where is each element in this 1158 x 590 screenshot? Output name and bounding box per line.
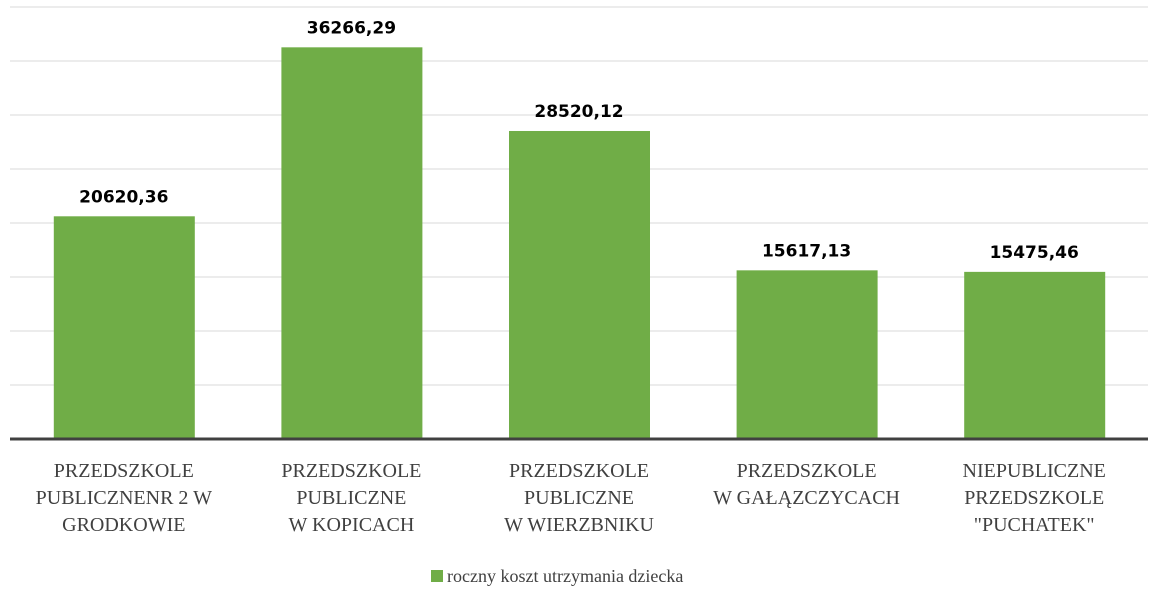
x-tick-label: PRZEDSZKOLE PUBLICZNENR 2 W GRODKOWIE xyxy=(36,460,212,536)
bar xyxy=(281,47,423,439)
x-tick-label-line: PRZEDSZKOLE xyxy=(54,460,194,482)
x-tick-label-line: PRZEDSZKOLE xyxy=(964,487,1104,509)
x-tick-label-line: "PUCHATEK" xyxy=(974,514,1095,536)
x-tick-label-line: PRZEDSZKOLE xyxy=(509,460,649,482)
x-tick-label-line: PUBLICZNE xyxy=(296,487,406,509)
data-label: 36266,29 xyxy=(307,18,396,38)
x-tick-label-line: PUBLICZNE xyxy=(524,487,634,509)
bar xyxy=(53,216,195,439)
x-tick-label-line: GRODKOWIE xyxy=(62,514,185,536)
x-tick-label-line: PUBLICZNENR 2 W xyxy=(36,487,212,509)
legend-label: roczny koszt utrzymania dziecka xyxy=(447,566,683,586)
x-tick-label-line: W GAŁĄZCZYCACH xyxy=(713,487,900,509)
data-label: 15617,13 xyxy=(762,241,851,261)
x-tick-label: PRZEDSZKOLE PUBLICZNE W WIERZBNIKU xyxy=(504,460,654,536)
x-tick-label: PRZEDSZKOLE W GAŁĄZCZYCACH xyxy=(713,460,900,509)
x-tick-label: PRZEDSZKOLE PUBLICZNE W KOPICACH xyxy=(281,460,421,536)
x-tick-label-line: W WIERZBNIKU xyxy=(504,514,654,536)
bar xyxy=(736,270,878,439)
legend-swatch xyxy=(431,570,443,582)
data-label: 20620,36 xyxy=(79,187,168,207)
bar xyxy=(509,130,650,439)
x-tick-label-line: NIEPUBLICZNE xyxy=(963,460,1106,482)
data-label: 28520,12 xyxy=(534,102,623,122)
bar xyxy=(964,271,1106,439)
x-tick-label-line: W KOPICACH xyxy=(289,514,415,536)
x-tick-label: NIEPUBLICZNE PRZEDSZKOLE "PUCHATEK" xyxy=(963,460,1106,536)
x-tick-label-line: PRZEDSZKOLE xyxy=(281,460,421,482)
data-label: 15475,46 xyxy=(990,243,1079,263)
x-tick-label-line: PRZEDSZKOLE xyxy=(737,460,877,482)
